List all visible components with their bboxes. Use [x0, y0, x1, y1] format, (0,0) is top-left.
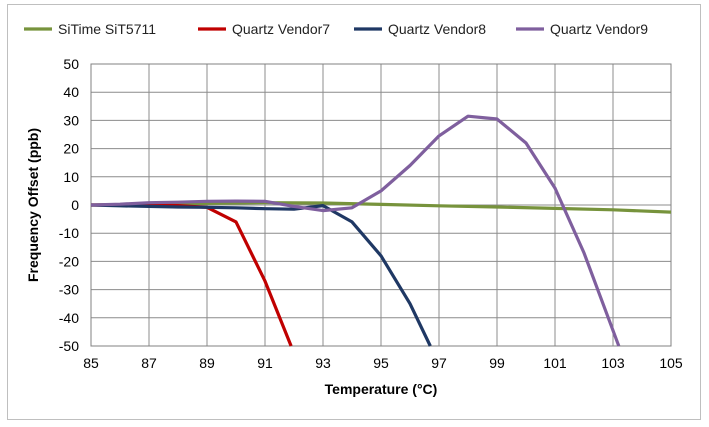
line-chart: 50 40 30 20 10 0 -10 -20 -30 -40 -50 85 87 89 91 93 95 9… — [24, 21, 683, 397]
x-tick-label: 103 — [601, 355, 625, 371]
y-tick-label: 20 — [63, 141, 79, 157]
y-tick-labels: 50 40 30 20 10 0 -10 -20 -30 -40 -50 — [59, 56, 79, 354]
series-line-3 — [91, 203, 432, 347]
y-tick-label: 10 — [63, 169, 79, 185]
x-tick-label: 105 — [659, 355, 683, 371]
x-tick-label: 95 — [373, 355, 389, 371]
series-line-1 — [91, 201, 671, 214]
chart-frame: 50 40 30 20 10 0 -10 -20 -30 -40 -50 85 87 89 91 93 95 9… — [7, 4, 701, 420]
series-line-2 — [91, 203, 293, 347]
legend-label: Quartz Vendor8 — [388, 21, 486, 37]
y-tick-label: -30 — [59, 282, 79, 298]
y-tick-label: -50 — [59, 338, 79, 354]
x-tick-label: 93 — [315, 355, 331, 371]
x-tick-label: 89 — [199, 355, 215, 371]
x-tick-labels: 85 87 89 91 93 95 97 99 101 103 105 — [83, 355, 683, 371]
legend-label: Quartz Vendor9 — [550, 21, 648, 37]
y-tick-label: 50 — [63, 56, 79, 72]
y-tick-label: -20 — [59, 253, 79, 269]
y-tick-label: -10 — [59, 225, 79, 241]
y-axis-title: Frequency Offset (ppb) — [25, 128, 41, 282]
x-tick-label: 87 — [141, 355, 157, 371]
x-tick-label: 91 — [257, 355, 273, 371]
x-tick-label: 101 — [543, 355, 567, 371]
legend: SiTime SiT5711 Quartz Vendor7 Quartz Vendo… — [24, 21, 648, 37]
series-line-4 — [91, 114, 621, 347]
x-tick-label: 97 — [431, 355, 447, 371]
x-tick-label: 99 — [489, 355, 505, 371]
y-tick-label: -40 — [59, 310, 79, 326]
series-lines — [91, 114, 671, 347]
x-axis-title: Temperature (°C) — [325, 381, 438, 397]
legend-label: SiTime SiT5711 — [58, 21, 156, 37]
legend-label: Quartz Vendor7 — [232, 21, 330, 37]
x-tick-label: 85 — [83, 355, 99, 371]
y-tick-label: 0 — [71, 197, 79, 213]
y-tick-label: 30 — [63, 112, 79, 128]
y-tick-label: 40 — [63, 84, 79, 100]
